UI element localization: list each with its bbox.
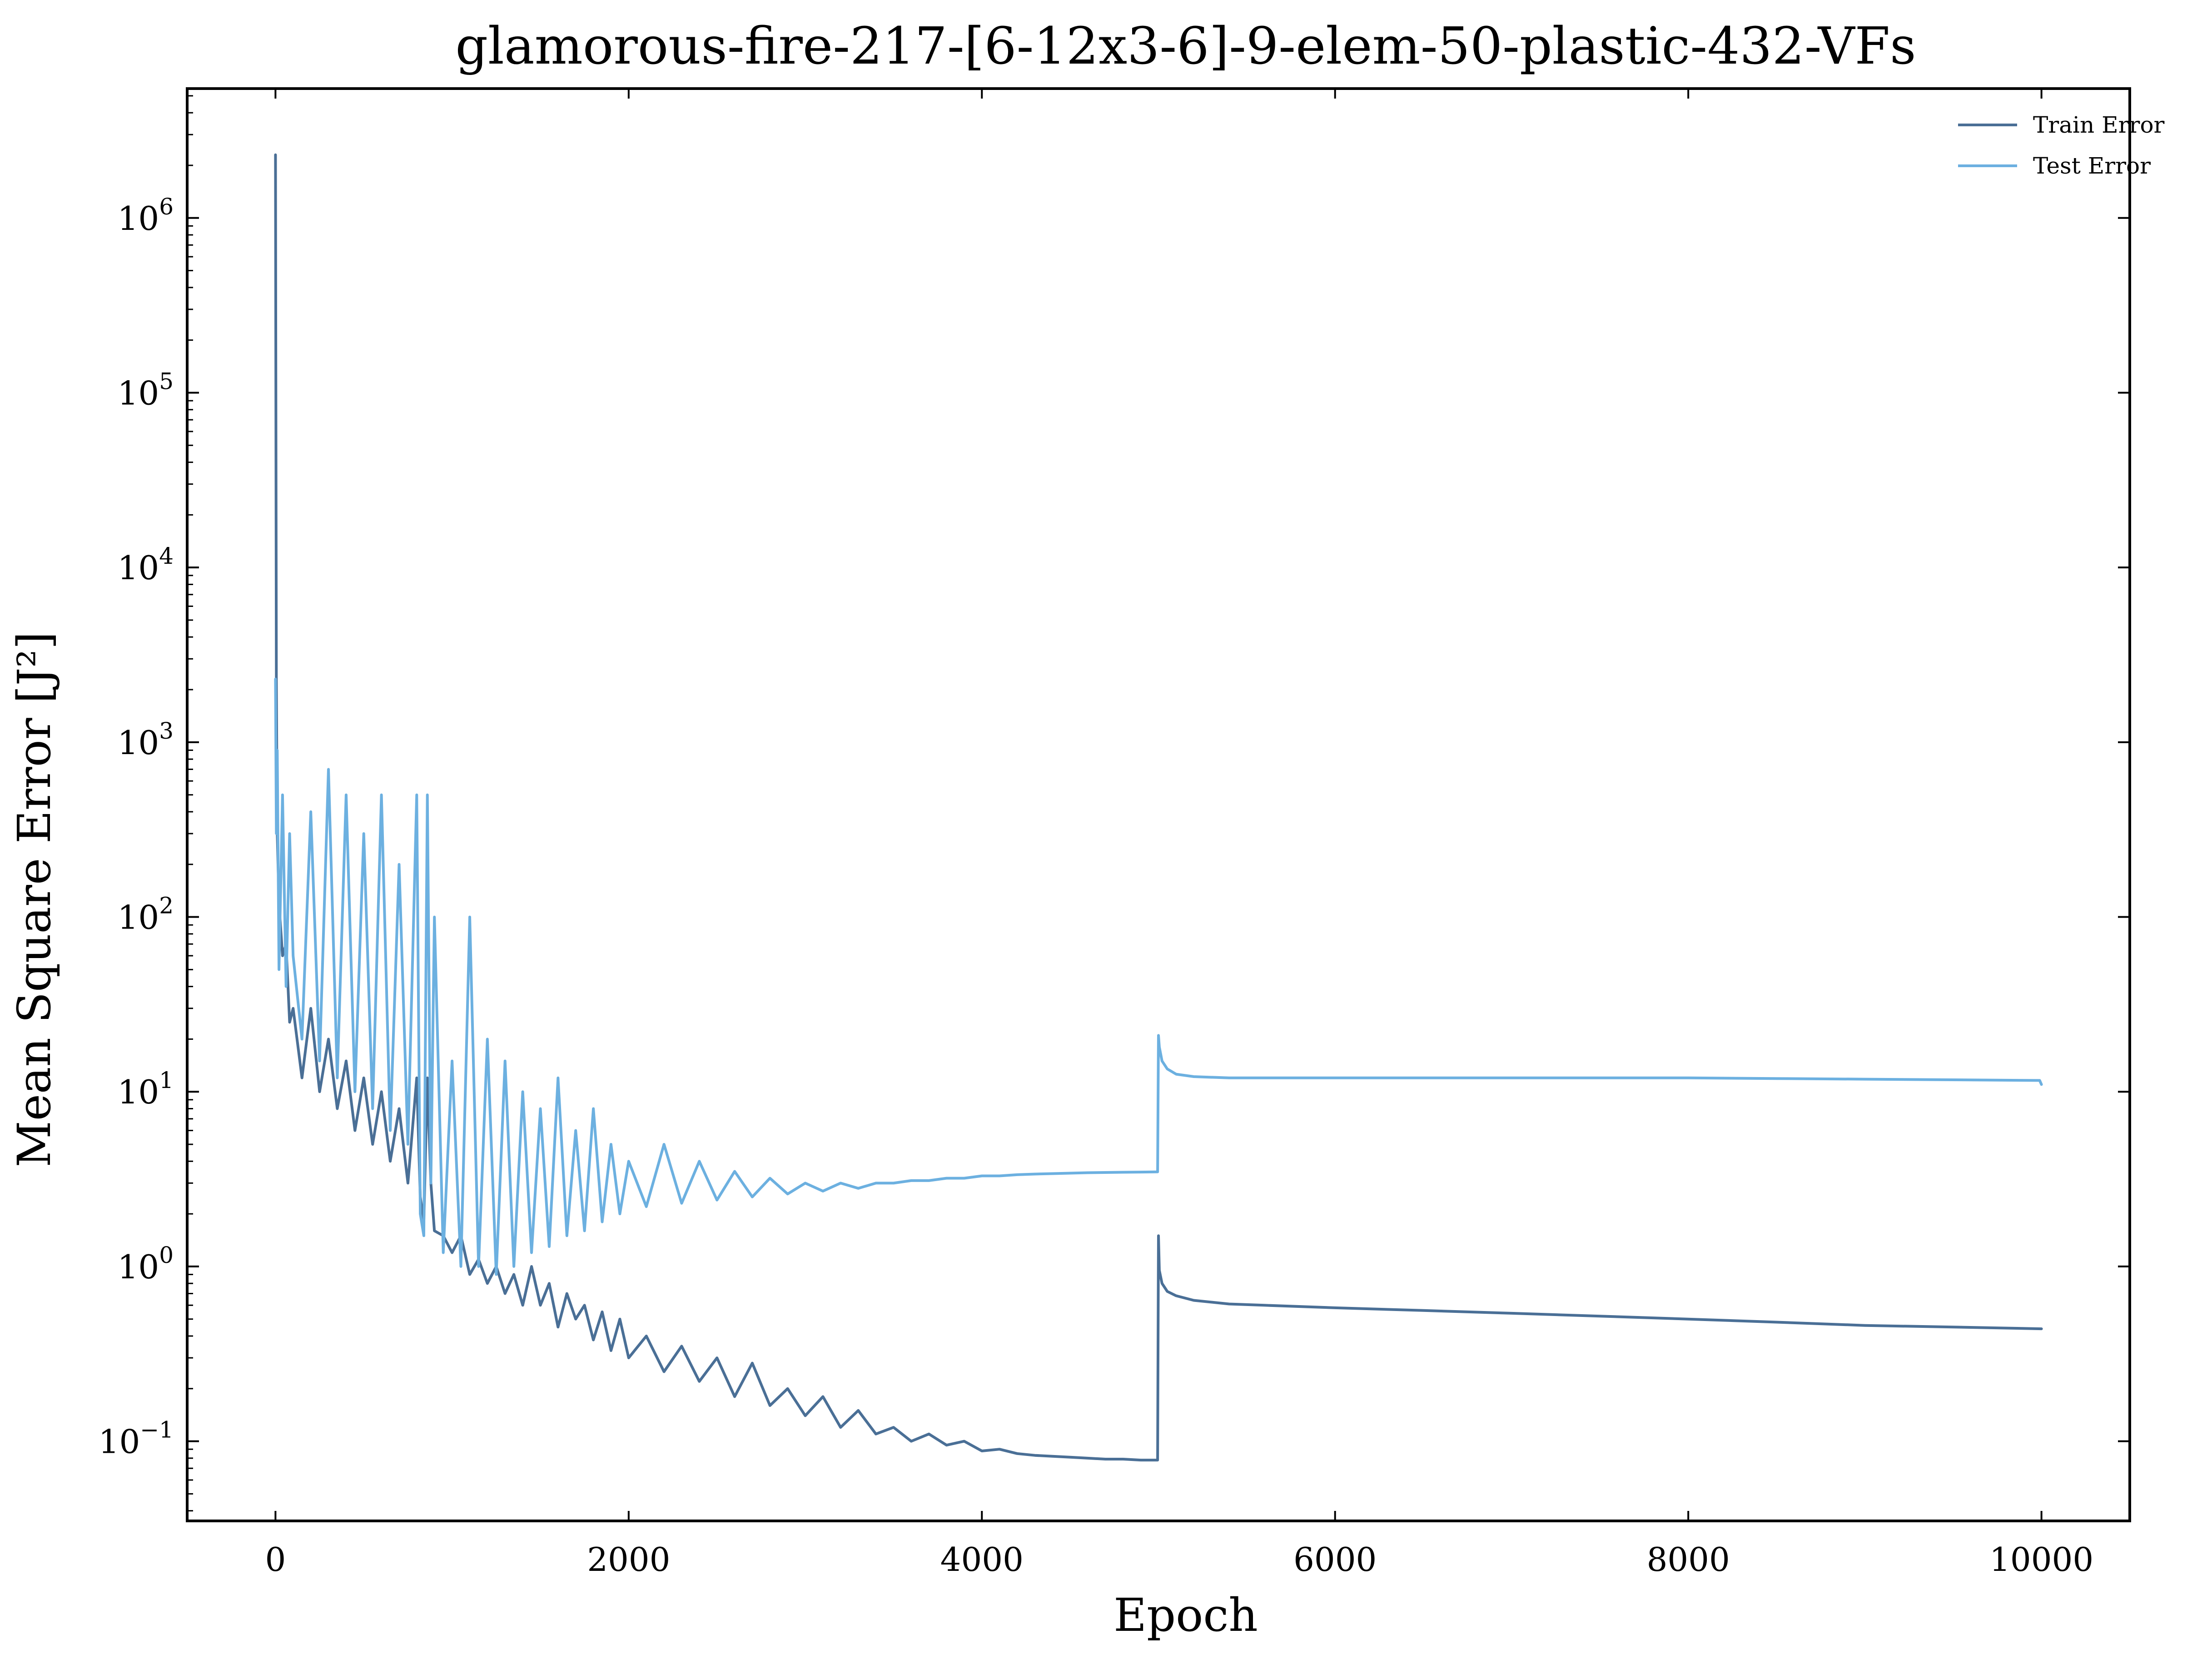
x-axis-ticks: 0 2000 4000 6000 8000 10000 xyxy=(265,89,2093,1579)
legend-label-0: Train Error xyxy=(2033,112,2165,138)
x-tick-label-2: 4000 xyxy=(940,1540,1024,1579)
plot-series xyxy=(274,153,2043,1462)
y-tick-label-0: 10−1 xyxy=(99,1417,174,1461)
series-line-0 xyxy=(274,153,2043,1462)
plot-frame xyxy=(186,87,2131,1522)
x-tick-label-1: 2000 xyxy=(587,1540,670,1579)
x-tick-label-4: 8000 xyxy=(1647,1540,1730,1579)
legend: Train Error Test Error xyxy=(1958,112,2165,179)
x-axis-label: Epoch xyxy=(1113,1589,1258,1642)
y-tick-label-4: 103 xyxy=(118,718,174,762)
chart-title: glamorous-fire-217-[6-12x3-6]-9-elem-50-… xyxy=(455,17,1916,76)
series-line-1 xyxy=(274,677,2043,1276)
x-tick-label-5: 10000 xyxy=(1989,1540,2093,1579)
y-tick-label-7: 106 xyxy=(118,194,174,238)
y-axis-label: Mean Square Error [J²] xyxy=(8,631,61,1167)
y-tick-label-1: 100 xyxy=(118,1242,174,1286)
y-tick-label-5: 104 xyxy=(118,543,174,587)
y-axis-ticks: 10−1 100 101 102 103 104 105 106 xyxy=(99,95,2130,1512)
y-tick-label-2: 101 xyxy=(118,1067,174,1111)
y-tick-label-6: 105 xyxy=(118,368,174,412)
x-tick-label-3: 6000 xyxy=(1293,1540,1377,1579)
x-tick-label-0: 0 xyxy=(265,1540,286,1579)
legend-label-1: Test Error xyxy=(2033,153,2151,179)
y-tick-label-3: 102 xyxy=(118,893,174,937)
